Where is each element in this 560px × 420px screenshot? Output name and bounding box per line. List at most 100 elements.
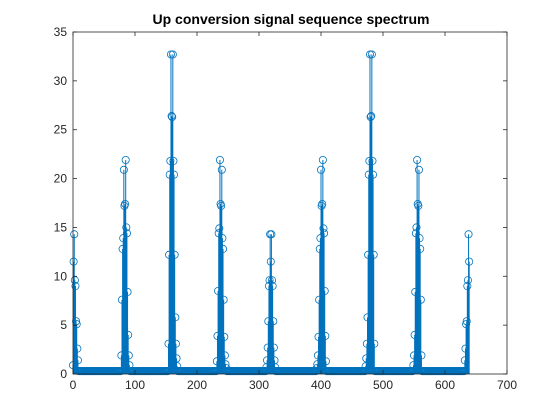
stem-marker xyxy=(212,357,221,366)
stem-marker xyxy=(268,276,277,285)
stem-marker xyxy=(460,367,469,376)
x-tick-label: 100 xyxy=(125,378,145,392)
stem-marker xyxy=(117,295,126,304)
stem-marker xyxy=(463,282,472,291)
stem-marker xyxy=(462,320,471,329)
stem-marker xyxy=(165,250,174,259)
stem-marker xyxy=(365,156,374,165)
stem-marker xyxy=(367,112,376,121)
stem-marker xyxy=(215,156,224,165)
x-tick-label: 300 xyxy=(249,378,269,392)
x-tick-label: 600 xyxy=(435,378,455,392)
stem-marker xyxy=(415,234,424,243)
data-marks xyxy=(69,50,474,376)
stem-marker xyxy=(69,257,78,266)
stem-marker xyxy=(368,156,377,165)
stem-marker xyxy=(170,250,179,259)
stem-marker xyxy=(465,257,474,266)
stem-marker xyxy=(171,339,180,348)
y-tick-label: 5 xyxy=(60,318,67,332)
stem-marker xyxy=(369,250,378,259)
stem-marker xyxy=(361,362,370,371)
stem-marker xyxy=(124,351,133,360)
stem-marker xyxy=(121,199,130,208)
stem-marker xyxy=(123,287,132,296)
stem-marker xyxy=(122,223,131,232)
stem-marker xyxy=(409,361,418,370)
stem-marker xyxy=(119,165,128,174)
stem-marker xyxy=(413,156,422,165)
y-tick-label: 25 xyxy=(54,123,68,137)
stem-marker xyxy=(261,367,270,376)
stem-marker xyxy=(165,170,174,179)
stem-marker xyxy=(461,344,470,353)
stem-marker xyxy=(163,367,172,376)
stem-marker xyxy=(362,354,371,363)
stem-marker xyxy=(220,332,229,341)
y-tick-label: 10 xyxy=(54,269,68,283)
stem-marker xyxy=(171,313,180,322)
stem-marker xyxy=(71,282,80,291)
stem-marker xyxy=(412,223,421,232)
x-tick-label: 200 xyxy=(187,378,207,392)
stem-marker xyxy=(167,112,176,121)
stem-marker xyxy=(269,317,278,326)
stem-marker xyxy=(313,351,322,360)
stem-marker xyxy=(312,364,321,373)
stem-marker xyxy=(361,367,370,376)
stem-marker xyxy=(411,287,420,296)
stem-marker xyxy=(414,165,423,174)
axes: 0 100 200 300 400 500 600 700 0 5 10 15 20 25 30 35 xyxy=(54,25,518,392)
stem-marker xyxy=(460,356,469,365)
stem-marker xyxy=(168,50,177,59)
stem-marker xyxy=(365,50,374,59)
stem-marker xyxy=(264,317,273,326)
stem-marker xyxy=(313,360,322,369)
stem-marker xyxy=(267,230,276,239)
x-tick-label: 500 xyxy=(373,378,393,392)
stem-marker xyxy=(269,343,278,352)
x-tick-label: 700 xyxy=(497,378,517,392)
stem-marker xyxy=(218,234,227,243)
stem-marker xyxy=(118,244,127,253)
stem-marker xyxy=(408,367,417,376)
stem-marker xyxy=(315,295,324,304)
chart-title: Up conversion signal sequence spectrum xyxy=(153,11,430,27)
stem-marker xyxy=(219,244,228,253)
stem-marker xyxy=(316,165,325,174)
stem-marker xyxy=(217,165,226,174)
stem-marker xyxy=(169,156,178,165)
y-tick-label: 0 xyxy=(60,367,67,381)
stem-marker xyxy=(364,250,373,259)
stem-marker xyxy=(121,156,130,165)
stem-marker xyxy=(318,156,327,165)
axes-box xyxy=(72,31,508,375)
stem-marker xyxy=(363,313,372,322)
y-tick-label: 35 xyxy=(54,25,68,39)
stem-marker xyxy=(367,50,376,59)
stem-marker xyxy=(212,367,221,376)
stem-marker xyxy=(217,201,226,210)
stem-marker xyxy=(166,156,175,165)
stem-marker xyxy=(416,295,425,304)
stem-marker xyxy=(73,344,82,353)
stem-marker xyxy=(462,317,471,326)
stem-marker xyxy=(268,282,277,291)
stem-marker xyxy=(122,229,131,238)
stem-marker xyxy=(370,339,379,348)
stem-marker xyxy=(220,351,229,360)
stem-marker xyxy=(464,230,473,239)
stem-marker xyxy=(366,113,375,122)
stem-marker xyxy=(414,201,423,210)
stem-marker xyxy=(166,50,175,59)
y-tick-label: 20 xyxy=(54,172,68,186)
stem-marker xyxy=(266,257,275,266)
stem-marker xyxy=(320,229,329,238)
stem-marker xyxy=(168,113,177,122)
stem-marker xyxy=(321,357,330,366)
stem-marker xyxy=(315,244,324,253)
stem-marker xyxy=(416,244,425,253)
stem-marker xyxy=(215,224,224,233)
